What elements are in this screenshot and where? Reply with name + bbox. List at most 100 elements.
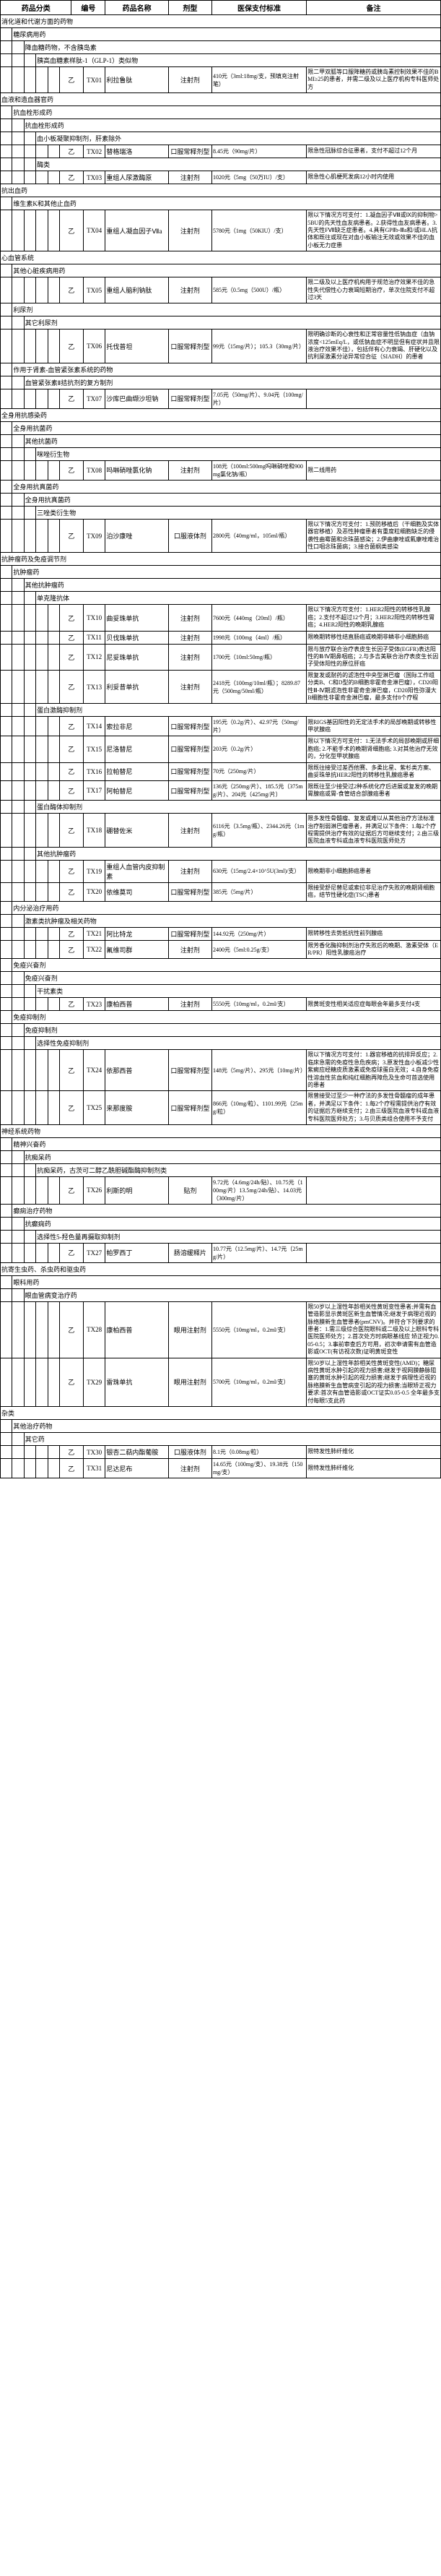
code-cell: TX08: [83, 460, 105, 480]
std-cell: 148元（5mg/片）、295元（10mg/片）: [211, 1050, 306, 1091]
indent-cell: [12, 985, 24, 998]
indent-cell: [48, 329, 59, 363]
category-cell: 降血糖药物，不含胰岛素: [24, 41, 440, 54]
indent-cell: [24, 506, 35, 519]
std-cell: 9.72元（4.6mg/24h/贴）、10.75元（100mg/片）13.5mg…: [211, 1176, 306, 1204]
code-cell: TX02: [83, 145, 105, 158]
indent-cell: [36, 145, 48, 158]
table-row: 乙TX01利拉鲁肽注射剂410元（3ml:18mg/支，预填充注射笔）限二甲双胍…: [1, 67, 441, 93]
std-cell: 7600元（440mg（20ml）/瓶）: [211, 605, 306, 631]
seq-cell: 乙: [59, 1243, 83, 1262]
category-cell: 蛋白激酶抑制剂: [36, 704, 441, 717]
name-cell: 阿比特龙: [105, 927, 168, 940]
seq-cell: 乙: [59, 882, 83, 901]
code-cell: TX19: [83, 860, 105, 882]
indent-cell: [1, 1176, 12, 1204]
std-cell: 6116元（3.5mg/瓶）、2344.26元（1mg/瓶）: [211, 814, 306, 848]
note-cell: 限接受舒尼替尼或索拉非尼治疗失败的晚期肾细胞癌，结节性硬化症(TSC)患者: [307, 882, 441, 901]
indent-cell: [1, 1163, 12, 1176]
table-row: 抗寄生虫药、杀虫药和驱虫药: [1, 1262, 441, 1275]
indent-cell: [36, 67, 48, 93]
indent-cell: [24, 67, 35, 93]
note-cell: 限急性心肌梗死发病12小时内使用: [307, 171, 441, 184]
indent-cell: [1, 762, 12, 781]
std-cell: 2418元（100mg/10ml/瓶）；8289.87元（500mg/50ml/…: [211, 670, 306, 704]
indent-cell: [36, 519, 48, 553]
seq-cell: 乙: [59, 1446, 83, 1459]
form-cell: 注射剂: [168, 460, 211, 480]
code-cell: TX26: [83, 1176, 105, 1204]
seq-cell: 乙: [59, 1050, 83, 1091]
form-cell: 注射剂: [168, 277, 211, 303]
indent-cell: [12, 506, 24, 519]
category-cell: 单克隆抗体: [36, 592, 441, 605]
indent-cell: [36, 1176, 48, 1204]
category-cell: 免疫兴奋剂: [24, 972, 440, 985]
table-row: 抗癫痫药: [1, 1217, 441, 1230]
note-cell: 限50岁以上湿性年龄相关性黄斑变性(AMD)；糖尿病性黄斑水肿引起的视力损害;继…: [307, 1358, 441, 1406]
indent-cell: [1, 434, 12, 447]
seq-cell: 乙: [59, 210, 83, 251]
name-cell: 尼达尼布: [105, 1459, 168, 1478]
std-cell: 585元（0.5mg（500U）/瓶）: [211, 277, 306, 303]
indent-cell: [48, 1358, 59, 1406]
note-cell: 限既往接受过差西他赛、多柔比星、紫杉类方案、曲妥珠单抗HER2阳性的转移性乳腺癌…: [307, 762, 441, 781]
category-cell: 激素类抗肿瘤及相关药物: [24, 914, 440, 927]
category-cell: 其它药: [24, 1433, 440, 1446]
table-row: 糖尿病用药: [1, 28, 441, 41]
indent-cell: [48, 940, 59, 959]
indent-cell: [1, 316, 12, 329]
seq-cell: 乙: [59, 736, 83, 762]
table-row: 其它药: [1, 1433, 441, 1446]
indent-cell: [1, 605, 12, 631]
category-cell: 全身用抗真菌药: [12, 480, 441, 493]
name-cell: 重组人脑利钠肽: [105, 277, 168, 303]
table-row: 乙TX30银杏二萜内酯葡胺口服液体剂8.1元（0.08mg/粒）限特发性肺纤维化: [1, 1446, 441, 1459]
indent-cell: [24, 329, 35, 363]
table-row: 眼血管病变治疗药: [1, 1288, 441, 1301]
std-cell: 14.65元（100mg/支）、19.38元（150mg/支）: [211, 1459, 306, 1478]
indent-cell: [1, 736, 12, 762]
indent-cell: [1, 41, 12, 54]
indent-cell: [48, 927, 59, 940]
table-row: 乙TX04重组人凝血因子Ⅶa注射剂5780元（1mg（50KIU）/支）限以下情…: [1, 210, 441, 251]
table-row: 乙TX06托伐普坦口服常释剂型99元（15mg/片）；105.3（30mg/片）…: [1, 329, 441, 363]
indent-cell: [24, 1091, 35, 1125]
indent-cell: [36, 1050, 48, 1091]
form-cell: 注射剂: [168, 631, 211, 644]
indent-cell: [1, 197, 12, 210]
category-cell: 血管紧张素Ⅱ拮抗剂的复方制剂: [24, 376, 440, 389]
name-cell: 依维莫司: [105, 882, 168, 901]
table-row: 血液和造血器官药: [1, 93, 441, 106]
table-row: 酶类: [1, 158, 441, 171]
seq-cell: 乙: [59, 460, 83, 480]
seq-cell: 乙: [59, 277, 83, 303]
indent-cell: [12, 119, 24, 132]
indent-cell: [36, 210, 48, 251]
indent-cell: [1, 1137, 12, 1150]
form-cell: 注射剂: [168, 210, 211, 251]
name-cell: 硼替佐米: [105, 814, 168, 848]
drug-table: 药品分类 编号 药品名称 剂型 医保支付标准 备注 消化道和代谢方面的药物糖尿病…: [0, 0, 441, 1478]
note-cell: 限复发或耐药的滤泡性中央型淋巴瘤（国际工作组分类B、C和D型的B细胞非霍奇金淋巴…: [307, 670, 441, 704]
category-cell: 作用于肾素-血管紧张素系统的药物: [12, 363, 441, 376]
indent-cell: [1, 158, 12, 171]
table-row: 癫痫治疗药物: [1, 1204, 441, 1217]
table-row: 血管紧张素Ⅱ拮抗剂的复方制剂: [1, 376, 441, 389]
name-cell: 康柏西普: [105, 1301, 168, 1358]
category-cell: 其他抗肿瘤药: [24, 579, 440, 592]
indent-cell: [36, 927, 48, 940]
category-cell: 全身用抗菌药: [12, 421, 441, 434]
indent-cell: [12, 882, 24, 901]
table-row: 眼科用药: [1, 1275, 441, 1288]
category-cell: 癫痫治疗药物: [12, 1204, 441, 1217]
note-cell: 限二线用药: [307, 460, 441, 480]
seq-cell: 乙: [59, 940, 83, 959]
note-cell: 限与放疗联合治疗表皮生长因子受体(EGFR)表达阳性的Ⅲ/Ⅳ期鼻咽癌；2.与多吉…: [307, 644, 441, 670]
indent-cell: [12, 1358, 24, 1406]
table-row: 选择性5-羟色量再摄取抑制剂: [1, 1230, 441, 1243]
std-cell: 108元（100ml:500mg吗啉硝唑和900mg氯化钠/瓶）: [211, 460, 306, 480]
indent-cell: [48, 277, 59, 303]
table-row: 三唑类衍生物: [1, 506, 441, 519]
name-cell: 利拉鲁肽: [105, 67, 168, 93]
